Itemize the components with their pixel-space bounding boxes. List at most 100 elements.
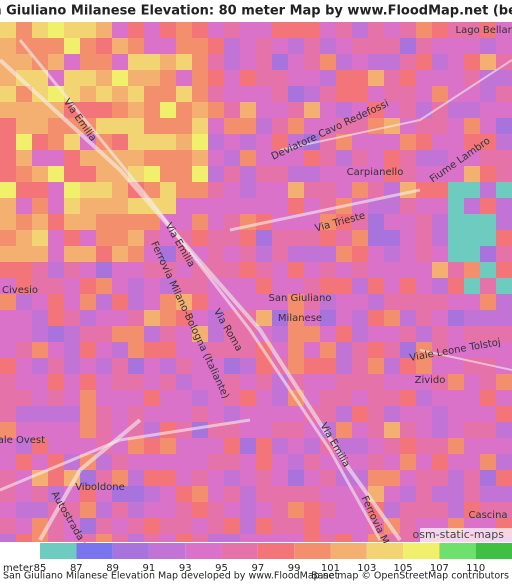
map-tile [400,310,416,326]
map-tile [400,454,416,470]
map-tile [192,70,208,86]
map-tile [32,102,48,118]
map-tile [432,358,448,374]
map-tile [48,230,64,246]
map-tile [320,230,336,246]
map-tile [0,470,16,486]
legend-tick-label: 103 [357,563,376,574]
map-tile [256,246,272,262]
map-tile [272,486,288,502]
map-tile [128,150,144,166]
map-tile [400,54,416,70]
map-tile [368,294,384,310]
map-tile [16,422,32,438]
map-tile [0,22,16,38]
map-tile [208,118,224,134]
map-tile [496,358,512,374]
map-tile [176,342,192,358]
map-tile [304,454,320,470]
map-tile [448,262,464,278]
map-tile [256,86,272,102]
map-tile [0,86,16,102]
map-tile [160,278,176,294]
map-tile [352,438,368,454]
map-tile [448,230,464,246]
map-tile [48,198,64,214]
map-tile [64,406,80,422]
map-tile [96,374,112,390]
map-tile [192,326,208,342]
map-tile [176,198,192,214]
map-tile [352,230,368,246]
map-tile [496,374,512,390]
map-tile [176,326,192,342]
map-tile [416,134,432,150]
map-tile [432,310,448,326]
map-tile [160,486,176,502]
map-tile [240,134,256,150]
map-tile [320,518,336,534]
map-tile [496,486,512,502]
map-tile [448,358,464,374]
legend: meter 85 87 89 91 93 95 97 99 101 103 105 107 110 [3,543,512,574]
map-tile [144,534,160,542]
map-tile [144,502,160,518]
map-tile [80,278,96,294]
map-tile [464,198,480,214]
map-tile [0,182,16,198]
map-tile [384,406,400,422]
map-tile [160,390,176,406]
map-tile [208,166,224,182]
map-tile [256,150,272,166]
map-tile [464,294,480,310]
map-tile [48,166,64,182]
map-tile [112,326,128,342]
map-tile [368,86,384,102]
map-tile [192,534,208,542]
map-tile [272,294,288,310]
map-tile [176,390,192,406]
map-tile [48,86,64,102]
map-tile [64,422,80,438]
map-tile [16,390,32,406]
map-tile [496,422,512,438]
map-tile [112,246,128,262]
map-tile [384,502,400,518]
legend-swatch [40,543,77,559]
map-tile [336,230,352,246]
map-tile [352,374,368,390]
map-tile [304,166,320,182]
map-tile [144,438,160,454]
map-tile [144,358,160,374]
legend-tick-label: 110 [466,563,485,574]
map-tile [320,54,336,70]
map-tile [416,70,432,86]
map-tile [320,70,336,86]
map-tile [176,310,192,326]
map-tile [496,54,512,70]
map-tile [16,182,32,198]
map-tile [224,262,240,278]
map-tile [320,502,336,518]
legend-tick-label: 89 [106,563,119,574]
map-tile [48,150,64,166]
map-tile [272,118,288,134]
map-tile [160,422,176,438]
map-tile [160,454,176,470]
map-tile [240,70,256,86]
map-tile [96,182,112,198]
map-tile [128,310,144,326]
map-tile [480,454,496,470]
map-tile [368,150,384,166]
map-tile [400,38,416,54]
map-tile [80,198,96,214]
map-tile [0,502,16,518]
map-tile [144,230,160,246]
map-tile [256,54,272,70]
map-tile [160,518,176,534]
map-tile [16,86,32,102]
map-tile [80,166,96,182]
map-tile [432,278,448,294]
road [0,418,251,492]
map-tile [272,502,288,518]
